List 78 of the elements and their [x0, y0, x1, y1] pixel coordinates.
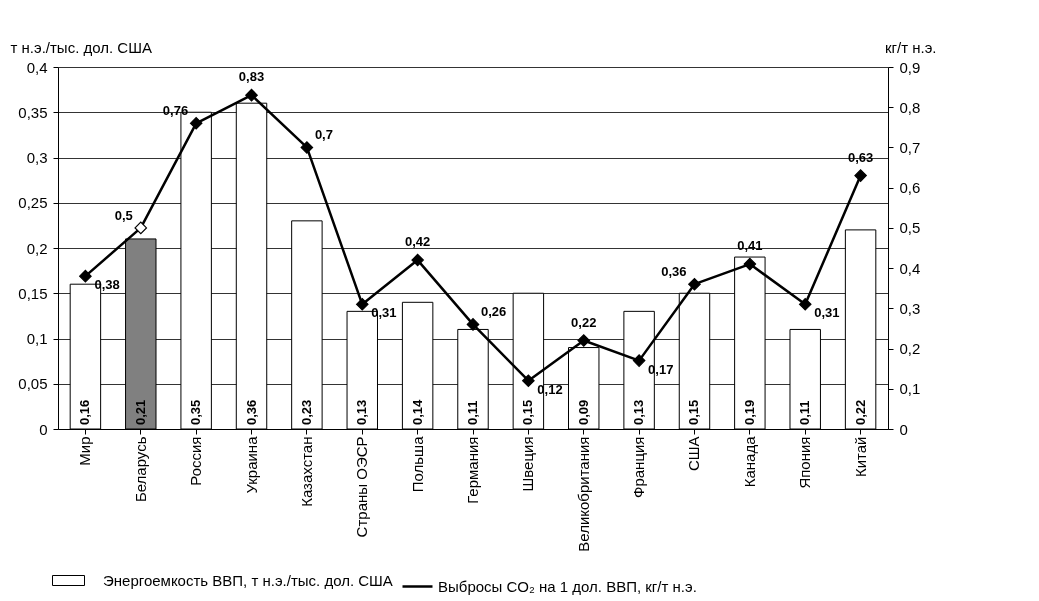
- legend-label: Выбросы CO₂ на 1 дол. ВВП, кг/т н.э.: [438, 577, 697, 595]
- y-tick-label: 0,25: [18, 194, 48, 212]
- data-label: 0,7: [314, 127, 333, 143]
- x-tick-label: Мир: [76, 436, 94, 466]
- data-label: 0,23: [298, 399, 314, 425]
- data-label: 0,15: [520, 399, 536, 425]
- y2-tick-label: 0,7: [899, 138, 921, 156]
- point: [632, 354, 646, 367]
- y2-tick-label: 0,3: [899, 299, 921, 317]
- data-label: 0,15: [686, 399, 702, 425]
- data-label: 0,21: [132, 399, 148, 425]
- x-tick-label: Франция: [630, 436, 648, 498]
- point: [798, 298, 812, 311]
- data-label: 0,14: [409, 398, 425, 425]
- data-label: 0,19: [741, 399, 757, 425]
- point: [79, 269, 92, 283]
- y-tick-label: 0,05: [18, 375, 48, 393]
- legend-label: Энергоемкость ВВП, т н.э./тыс. дол. США: [103, 571, 393, 589]
- data-label: 0,09: [575, 399, 591, 425]
- point: [411, 253, 424, 267]
- y-tick-label: 0,35: [18, 103, 48, 121]
- data-label: 0,35: [188, 399, 204, 425]
- data-label: 0,13: [354, 399, 370, 425]
- point: [854, 169, 867, 182]
- y-tick-label: 0: [39, 420, 48, 438]
- x-tick-label: Россия: [187, 436, 205, 486]
- point: [134, 221, 148, 235]
- y2-tick-label: 0,4: [899, 259, 921, 277]
- y-tick-label: 0,4: [26, 58, 48, 76]
- y-tick-label: 0,1: [26, 330, 48, 347]
- point: [300, 141, 314, 154]
- point: [743, 257, 757, 271]
- y2-tick-label: 0: [899, 420, 908, 438]
- y-tick-label: 0,3: [26, 149, 48, 166]
- y2-tick-label: 0,9: [899, 58, 921, 76]
- y-axis-title: т н.э./тыс. дол. США: [10, 38, 152, 56]
- point: [577, 334, 591, 347]
- data-label: 0,38: [94, 277, 120, 293]
- y2-tick-label: 0,5: [899, 219, 921, 237]
- x-tick-label: Канада: [740, 435, 758, 488]
- data-label: 0,31: [371, 305, 397, 321]
- x-tick-label: Великобритания: [574, 436, 592, 552]
- data-label: 0,5: [114, 207, 133, 223]
- x-tick-label: Беларусь: [131, 436, 149, 503]
- data-label: 0,11: [797, 400, 813, 425]
- data-label: 0,22: [852, 399, 868, 425]
- x-tick-label: Германия: [464, 436, 481, 504]
- y2-tick-label: 0,1: [899, 380, 921, 398]
- data-label: 0,36: [243, 399, 259, 425]
- x-tick-label: Страны ОЭСР: [353, 436, 371, 538]
- point: [245, 88, 258, 102]
- point: [189, 117, 203, 130]
- x-tick-label: Польша: [408, 435, 426, 493]
- x-tick-label: США: [685, 436, 703, 472]
- x-tick-label: Китай: [851, 436, 869, 478]
- y-tick-label: 0,2: [26, 239, 48, 257]
- data-label: 0,31: [814, 305, 840, 321]
- data-label: 0,26: [481, 304, 507, 320]
- data-label: 0,36: [661, 264, 687, 280]
- point: [522, 374, 535, 388]
- point: [466, 318, 480, 331]
- y2-axis-title: кг/т н.э.: [884, 38, 937, 56]
- x-tick-label: Япония: [796, 436, 814, 489]
- y2-tick-label: 0,8: [899, 98, 921, 116]
- x-tick-label: Казахстан: [297, 436, 315, 507]
- data-label: 0,16: [77, 399, 93, 425]
- x-tick-label: Украина: [242, 435, 260, 494]
- y2-tick-label: 0,2: [899, 340, 921, 358]
- data-label: 0,11: [465, 400, 480, 425]
- data-label: 0,83: [238, 69, 265, 85]
- point: [355, 298, 369, 311]
- data-label: 0,42: [404, 234, 431, 250]
- y-tick-label: 0,15: [18, 284, 48, 302]
- y2-tick-label: 0,6: [899, 179, 921, 197]
- data-label: 0,22: [571, 314, 597, 330]
- data-label: 0,13: [631, 399, 647, 425]
- point: [688, 277, 701, 291]
- x-tick-label: Швеция: [519, 436, 537, 492]
